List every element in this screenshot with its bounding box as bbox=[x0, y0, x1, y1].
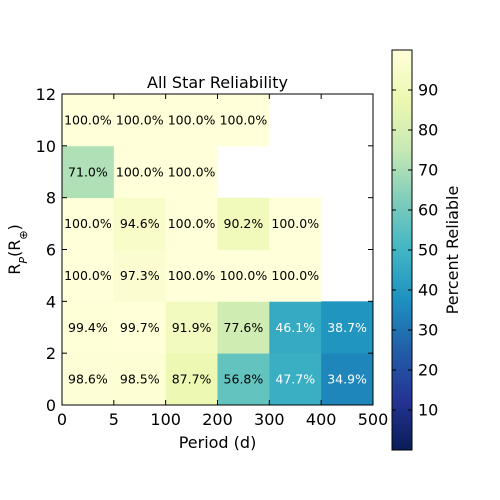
heatmap-cell-labels: 98.6% 98.5% 87.7% 56.8% 47.7% 34.9% 99.4% 99.7%… bbox=[64, 112, 367, 386]
heatmap-cell-label: 100.0% bbox=[64, 216, 112, 231]
heatmap-cell bbox=[165, 301, 218, 354]
heatmap-cell bbox=[62, 94, 115, 147]
heatmap-cell-label: 94.6% bbox=[120, 216, 160, 231]
heatmap-cell-label: 100.0% bbox=[168, 268, 216, 283]
heatmap-cell-label: 97.3% bbox=[120, 268, 160, 283]
y-tick-label: 10 bbox=[36, 137, 56, 156]
heatmap-cell-label: 71.0% bbox=[68, 164, 108, 179]
heatmap-cell-label: 100.0% bbox=[271, 268, 319, 283]
y-tick-label: 2 bbox=[46, 344, 56, 363]
x-axis-title: Period (d) bbox=[179, 433, 257, 452]
heatmap-cell bbox=[165, 197, 218, 250]
x-tick-label: 100 bbox=[150, 410, 181, 429]
heatmap-cell bbox=[62, 145, 115, 199]
y-tick-label: 12 bbox=[36, 85, 56, 104]
x-axis-ticks: 0 5 100 200 300 400 500 bbox=[57, 94, 388, 429]
colorbar-tick-label: 40 bbox=[418, 281, 438, 300]
heatmap-cell bbox=[217, 301, 270, 354]
heatmap-cell-label: 100.0% bbox=[271, 216, 319, 231]
heatmap-cell-label: 91.9% bbox=[172, 320, 212, 335]
heatmap-cell bbox=[113, 197, 167, 250]
heatmap-cell-label: 100.0% bbox=[168, 164, 216, 179]
colorbar-tick-label: 60 bbox=[418, 201, 438, 220]
x-tick-label: 5 bbox=[109, 410, 119, 429]
x-tick-label: 0 bbox=[57, 410, 67, 429]
heatmap-cell-label: 100.0% bbox=[168, 216, 216, 231]
heatmap-cell bbox=[165, 145, 218, 199]
heatmap-cell bbox=[113, 145, 167, 199]
heatmap-cell bbox=[269, 249, 322, 302]
colorbar-tick-label: 20 bbox=[418, 361, 438, 380]
heatmap-cell-label: 100.0% bbox=[116, 164, 164, 179]
colorbar-tick-label: 80 bbox=[418, 121, 438, 140]
heatmap-cell bbox=[62, 353, 115, 406]
heatmap-cell-label: 77.6% bbox=[224, 320, 264, 335]
heatmap-cell bbox=[217, 249, 270, 302]
heatmap-cell bbox=[113, 94, 167, 147]
heatmap-cell bbox=[165, 249, 218, 302]
y-axis-title-subscript: P bbox=[17, 257, 30, 264]
x-tick-label: 300 bbox=[254, 410, 285, 429]
heatmap-cell bbox=[321, 353, 374, 406]
heatmap-cell-label: 100.0% bbox=[116, 112, 164, 127]
heatmap-cell-label: 99.4% bbox=[68, 320, 108, 335]
heatmap-cell-label: 47.7% bbox=[275, 372, 315, 387]
heatmap-cell bbox=[321, 301, 374, 354]
heatmap-cell-label: 98.6% bbox=[68, 372, 108, 387]
colorbar-title: Percent Reliable bbox=[443, 186, 462, 315]
y-axis-ticks: 0 2 4 6 8 10 12 bbox=[36, 85, 373, 415]
heatmap-cell bbox=[269, 353, 322, 406]
y-axis-title-unit-close: ) bbox=[5, 224, 24, 230]
y-axis-title: RP(R⊕) bbox=[5, 224, 30, 275]
heatmap-cell-label: 100.0% bbox=[168, 112, 216, 127]
heatmap-cell-label: 100.0% bbox=[220, 268, 268, 283]
x-tick-label: 500 bbox=[358, 410, 389, 429]
heatmap-cell-label: 38.7% bbox=[327, 320, 367, 335]
heatmap-cell bbox=[217, 197, 270, 250]
y-axis-title-unit-subscript: ⊕ bbox=[17, 230, 30, 239]
heatmap-cell-label: 98.5% bbox=[120, 372, 160, 387]
heatmap-cell bbox=[62, 249, 115, 302]
colorbar-tick-label: 70 bbox=[418, 161, 438, 180]
colorbar-tick-label: 50 bbox=[418, 241, 438, 260]
heatmap-cell bbox=[113, 301, 167, 354]
y-tick-label: 8 bbox=[46, 189, 56, 208]
heatmap-cell bbox=[217, 353, 270, 406]
heatmap-cells bbox=[62, 94, 374, 406]
x-tick-label: 200 bbox=[202, 410, 233, 429]
heatmap-cell-label: 100.0% bbox=[64, 268, 112, 283]
colorbar-ticks: 10 20 30 40 50 60 70 80 90 bbox=[392, 81, 438, 420]
heatmap-cell-label: 46.1% bbox=[275, 320, 315, 335]
heatmap-cell bbox=[113, 249, 167, 302]
heatmap-cell bbox=[269, 197, 322, 250]
y-tick-label: 6 bbox=[46, 241, 56, 260]
heatmap-cell-label: 34.9% bbox=[327, 372, 367, 387]
colorbar-tick-label: 10 bbox=[418, 401, 438, 420]
heatmap-cell bbox=[217, 94, 270, 147]
heatmap-cell-label: 90.2% bbox=[224, 216, 264, 231]
y-axis-title-main: R bbox=[5, 264, 24, 275]
heatmap-cell-label: 56.8% bbox=[224, 372, 264, 387]
y-tick-label: 4 bbox=[46, 292, 56, 311]
heatmap-cell-label: 87.7% bbox=[172, 372, 212, 387]
y-axis-title-unit-open: (R bbox=[5, 240, 24, 257]
heatmap-cell-label: 100.0% bbox=[220, 112, 268, 127]
heatmap-cell-label: 99.7% bbox=[120, 320, 160, 335]
colorbar-tick-label: 90 bbox=[418, 81, 438, 100]
heatmap-cell bbox=[62, 197, 115, 250]
heatmap-cell bbox=[165, 353, 218, 406]
heatmap-cell bbox=[62, 301, 115, 354]
heatmap-cell bbox=[269, 301, 322, 354]
x-tick-label: 400 bbox=[306, 410, 337, 429]
colorbar-tick-label: 30 bbox=[418, 321, 438, 340]
heatmap-cell-label: 100.0% bbox=[64, 112, 112, 127]
chart-title: All Star Reliability bbox=[147, 73, 288, 92]
y-tick-label: 0 bbox=[46, 396, 56, 415]
heatmap-cell bbox=[165, 94, 218, 147]
heatmap-cell bbox=[113, 353, 167, 406]
